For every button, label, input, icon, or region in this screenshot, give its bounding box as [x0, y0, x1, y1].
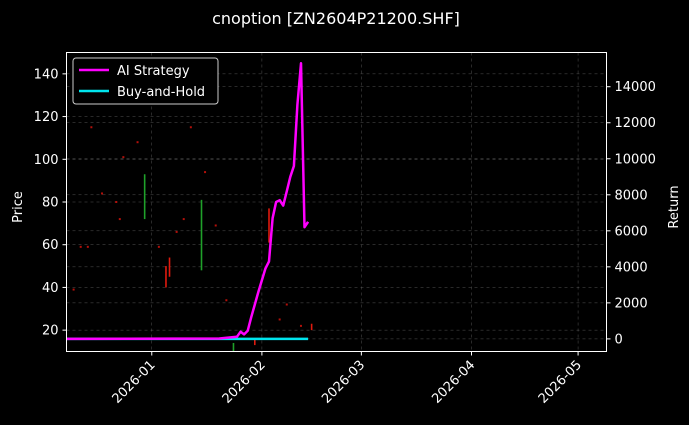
y-tick-label: 80 — [42, 196, 59, 211]
grid-lines — [66, 52, 607, 352]
y2-tick-label: 8000 — [615, 188, 648, 203]
price-dot — [182, 218, 185, 221]
y2-tick-label: 12000 — [615, 116, 656, 131]
y2-axis-label: Return — [667, 185, 682, 228]
price-dot — [79, 245, 82, 248]
y-tick-label: 40 — [42, 281, 59, 296]
y-axis-label: Price — [11, 191, 26, 223]
price-dot — [225, 299, 228, 302]
price-dot — [72, 288, 75, 291]
y2-tick-label: 0 — [615, 332, 623, 347]
y-tick-label: 20 — [42, 324, 59, 339]
price-dot — [86, 245, 89, 248]
price-dot — [101, 192, 104, 195]
legend: AI Strategy Buy-and-Hold — [72, 57, 219, 105]
y-tick-label: 140 — [34, 67, 59, 82]
return-series — [66, 62, 310, 341]
y-tick-label: 60 — [42, 238, 59, 253]
y-tick-label: 120 — [34, 110, 59, 125]
price-candles — [143, 174, 313, 352]
y2-tick-label: 10000 — [615, 152, 656, 167]
y2-tick-label: 14000 — [615, 80, 656, 95]
price-dot — [157, 245, 160, 248]
y2-tick-label: 6000 — [615, 224, 648, 239]
price-dot — [278, 318, 281, 321]
price-dot — [90, 126, 93, 129]
price-dot — [189, 126, 192, 129]
legend-label-ai-strategy: AI Strategy — [117, 64, 190, 79]
legend-box — [72, 57, 219, 105]
series-line-ai-strategy — [66, 62, 310, 341]
price-dots — [72, 126, 302, 327]
price-dot — [214, 224, 217, 227]
price-dot — [175, 230, 178, 233]
price-dot — [122, 156, 125, 159]
y2-tick-label: 4000 — [615, 260, 648, 275]
y2-tick-label: 2000 — [615, 296, 648, 311]
price-dot — [118, 218, 121, 221]
price-dot — [204, 171, 207, 174]
price-dot — [299, 324, 302, 327]
chart-title: cnoption [ZN2604P21200.SHF] — [212, 9, 460, 28]
price-dot — [115, 201, 118, 203]
y-tick-label: 100 — [34, 153, 59, 168]
price-dot — [285, 303, 288, 306]
price-dot — [136, 141, 139, 144]
legend-label-buy-and-hold: Buy-and-Hold — [117, 85, 205, 100]
